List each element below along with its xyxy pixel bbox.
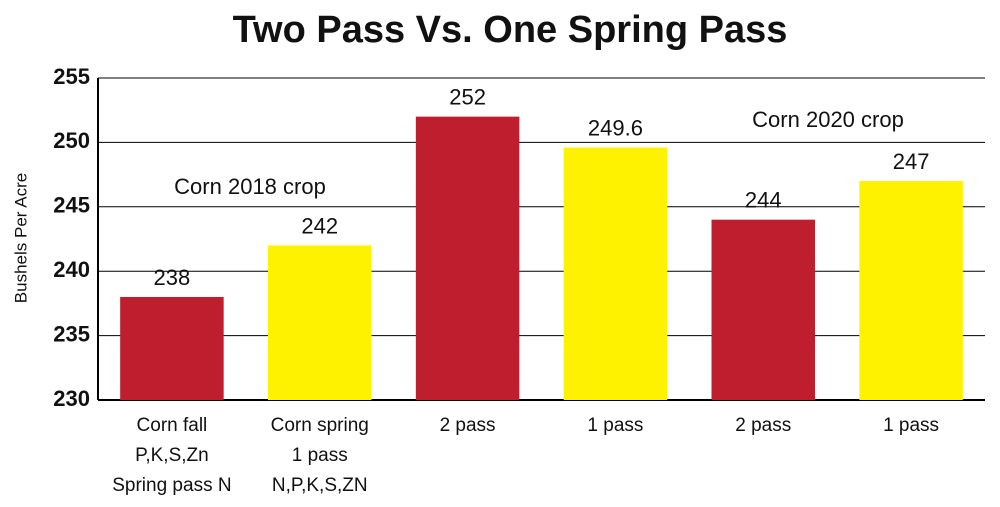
x-tick-label: 1 pass bbox=[292, 445, 348, 466]
bar bbox=[563, 147, 668, 400]
data-label: 247 bbox=[893, 149, 930, 174]
x-tick-label: P,K,S,Zn bbox=[135, 445, 209, 466]
y-tick-label: 235 bbox=[53, 321, 90, 346]
x-tick-label: 1 pass bbox=[883, 415, 939, 436]
data-label: 252 bbox=[449, 84, 486, 109]
data-label: 238 bbox=[154, 265, 191, 290]
bar bbox=[120, 296, 224, 400]
data-label: 244 bbox=[745, 187, 782, 212]
x-tick-label: 2 pass bbox=[440, 415, 496, 436]
x-tick-label: N,P,K,S,ZN bbox=[272, 475, 368, 496]
x-tick-label: 2 pass bbox=[735, 415, 791, 436]
y-tick-label: 250 bbox=[53, 128, 90, 153]
y-axis-label: Bushels Per Acre bbox=[11, 173, 30, 303]
y-tick-label: 240 bbox=[53, 257, 90, 282]
data-label: 242 bbox=[301, 213, 338, 238]
annotation: Corn 2020 crop bbox=[752, 107, 904, 132]
x-tick-label: Corn spring bbox=[271, 415, 369, 436]
bar bbox=[711, 219, 815, 400]
data-label: 249.6 bbox=[588, 115, 643, 140]
x-tick-label: 1 pass bbox=[587, 415, 643, 436]
x-tick-label: Spring pass N bbox=[112, 475, 231, 496]
annotation: Corn 2018 crop bbox=[174, 174, 326, 199]
x-tick-label: Corn fall bbox=[137, 415, 208, 436]
bar bbox=[859, 181, 963, 400]
y-tick-label: 245 bbox=[53, 193, 90, 218]
y-tick-label: 255 bbox=[53, 64, 90, 89]
y-tick-label: 230 bbox=[53, 386, 90, 411]
chart-title: Two Pass Vs. One Spring Pass bbox=[233, 9, 788, 51]
bar bbox=[268, 245, 372, 400]
bar bbox=[415, 116, 520, 400]
